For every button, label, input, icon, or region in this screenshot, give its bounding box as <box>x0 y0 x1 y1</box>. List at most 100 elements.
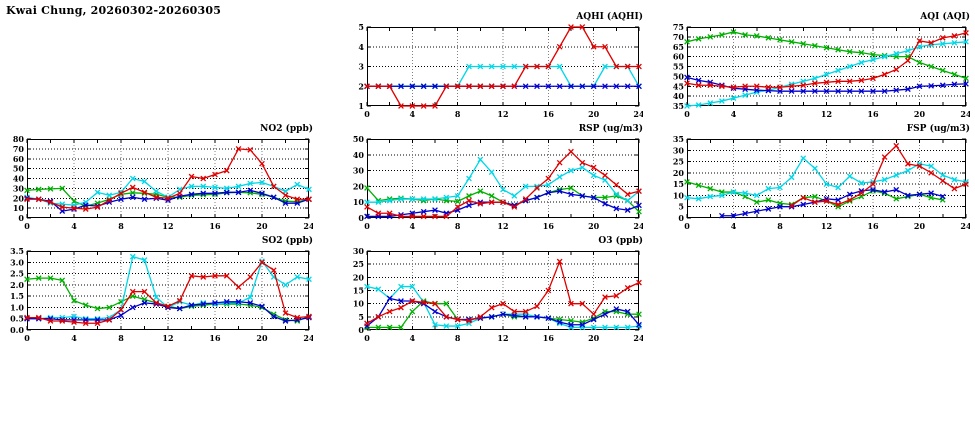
data-point-marker <box>765 197 772 203</box>
data-point-marker <box>500 186 506 193</box>
data-point-marker <box>602 177 608 183</box>
data-point-marker <box>386 308 393 315</box>
plot-svg-rsp: 0 10 20 30 40 50 0 4 8 12 16 20 24 <box>353 136 643 231</box>
data-point-marker <box>568 167 574 174</box>
x-axis-tick-label: 16 <box>543 221 555 231</box>
data-point-marker <box>188 302 195 309</box>
data-point-marker <box>409 213 416 220</box>
data-point-marker <box>488 199 495 206</box>
data-point-marker <box>951 33 958 39</box>
data-point-marker <box>176 298 183 305</box>
chart-title-so2: SO2 (ppb) <box>261 236 313 246</box>
data-point-marker <box>835 203 841 210</box>
data-point-marker <box>916 163 923 169</box>
data-point-marker <box>579 83 586 90</box>
x-axis-tick-label: 24 <box>303 221 313 231</box>
data-point-marker <box>24 187 30 194</box>
data-point-marker <box>118 306 124 313</box>
x-axis-tick-label: 8 <box>777 109 783 119</box>
data-point-marker <box>386 83 393 90</box>
x-axis-tick-label: 20 <box>588 109 600 119</box>
data-point-marker <box>488 193 495 199</box>
chart-title-no2: NO2 (ppb) <box>260 124 313 134</box>
data-point-marker <box>963 30 969 36</box>
data-point-marker <box>568 185 574 191</box>
data-point-marker <box>106 316 113 323</box>
data-point-marker <box>454 198 461 205</box>
y-axis-tick-label: 0 <box>358 213 364 223</box>
x-axis-tick-label: 16 <box>209 333 221 343</box>
data-point-marker <box>928 194 934 201</box>
data-point-marker <box>951 176 958 183</box>
data-point-marker <box>294 196 301 203</box>
y-axis-tick-label: 35 <box>673 101 684 111</box>
data-point-marker <box>719 192 725 199</box>
data-point-marker <box>398 324 404 331</box>
data-point-marker <box>432 300 438 307</box>
data-point-marker <box>409 298 416 304</box>
data-point-marker <box>719 32 725 38</box>
x-axis-tick-label: 0 <box>364 221 370 231</box>
data-point-marker <box>730 212 737 219</box>
data-point-marker <box>176 297 183 304</box>
data-point-marker <box>522 308 529 315</box>
data-point-marker <box>893 172 900 178</box>
data-point-marker <box>235 284 242 290</box>
data-point-marker <box>951 185 958 192</box>
series-day2 <box>364 156 642 206</box>
data-point-marker <box>200 274 207 280</box>
data-point-marker <box>59 204 66 210</box>
data-point-marker <box>420 196 427 202</box>
data-point-marker <box>870 88 876 95</box>
series-line <box>721 189 944 217</box>
data-point-marker <box>82 320 89 327</box>
data-point-marker <box>141 189 148 196</box>
x-axis-tick-label: 12 <box>821 109 832 119</box>
x-axis-tick-label: 20 <box>588 333 600 343</box>
data-point-marker <box>579 193 586 199</box>
data-point-marker <box>294 316 301 323</box>
data-point-marker <box>432 83 438 90</box>
y-axis-tick-label: 0.0 <box>10 325 24 335</box>
data-point-marker <box>939 177 946 184</box>
x-axis-tick-label: 16 <box>867 221 879 231</box>
data-point-marker <box>800 194 807 201</box>
data-point-marker <box>788 202 795 209</box>
data-point-marker <box>684 179 690 185</box>
data-point-marker <box>602 294 608 300</box>
data-point-marker <box>47 186 54 192</box>
data-point-marker <box>870 75 876 82</box>
x-axis-tick-label: 16 <box>543 333 555 343</box>
y-axis-tick-label: 70 <box>13 144 25 154</box>
x-axis-tick-label: 24 <box>960 221 970 231</box>
y-axis-tick-label: 3.5 <box>10 248 24 256</box>
data-point-marker <box>141 196 148 203</box>
y-axis-tick-label: 40 <box>353 150 365 160</box>
chart-title-o3: O3 (ppb) <box>598 236 643 246</box>
data-point-marker <box>579 159 586 166</box>
y-axis-tick-label: 1 <box>358 101 364 111</box>
data-point-marker <box>398 83 404 90</box>
data-point-marker <box>212 272 218 279</box>
data-point-marker <box>568 191 574 198</box>
plot-area-aqhi: 1 2 3 4 5 0 4 8 12 16 20 24 <box>345 24 643 120</box>
data-point-marker <box>386 210 393 217</box>
series-day4 <box>364 148 642 220</box>
data-point-marker <box>282 310 289 316</box>
x-axis-tick-label: 20 <box>914 221 926 231</box>
y-axis-tick-label: 20 <box>353 181 365 191</box>
data-point-marker <box>812 199 818 206</box>
data-point-marker <box>881 189 888 195</box>
data-point-marker <box>200 183 207 190</box>
data-point-marker <box>259 179 265 186</box>
data-point-marker <box>165 303 171 310</box>
data-point-marker <box>695 102 702 108</box>
data-point-marker <box>129 184 136 191</box>
data-point-marker <box>963 75 969 82</box>
data-point-marker <box>881 71 888 78</box>
y-axis-tick-label: 40 <box>673 91 685 101</box>
data-point-marker <box>188 183 195 190</box>
data-point-marker <box>534 194 540 201</box>
data-point-marker <box>477 313 484 320</box>
data-point-marker <box>613 63 620 70</box>
